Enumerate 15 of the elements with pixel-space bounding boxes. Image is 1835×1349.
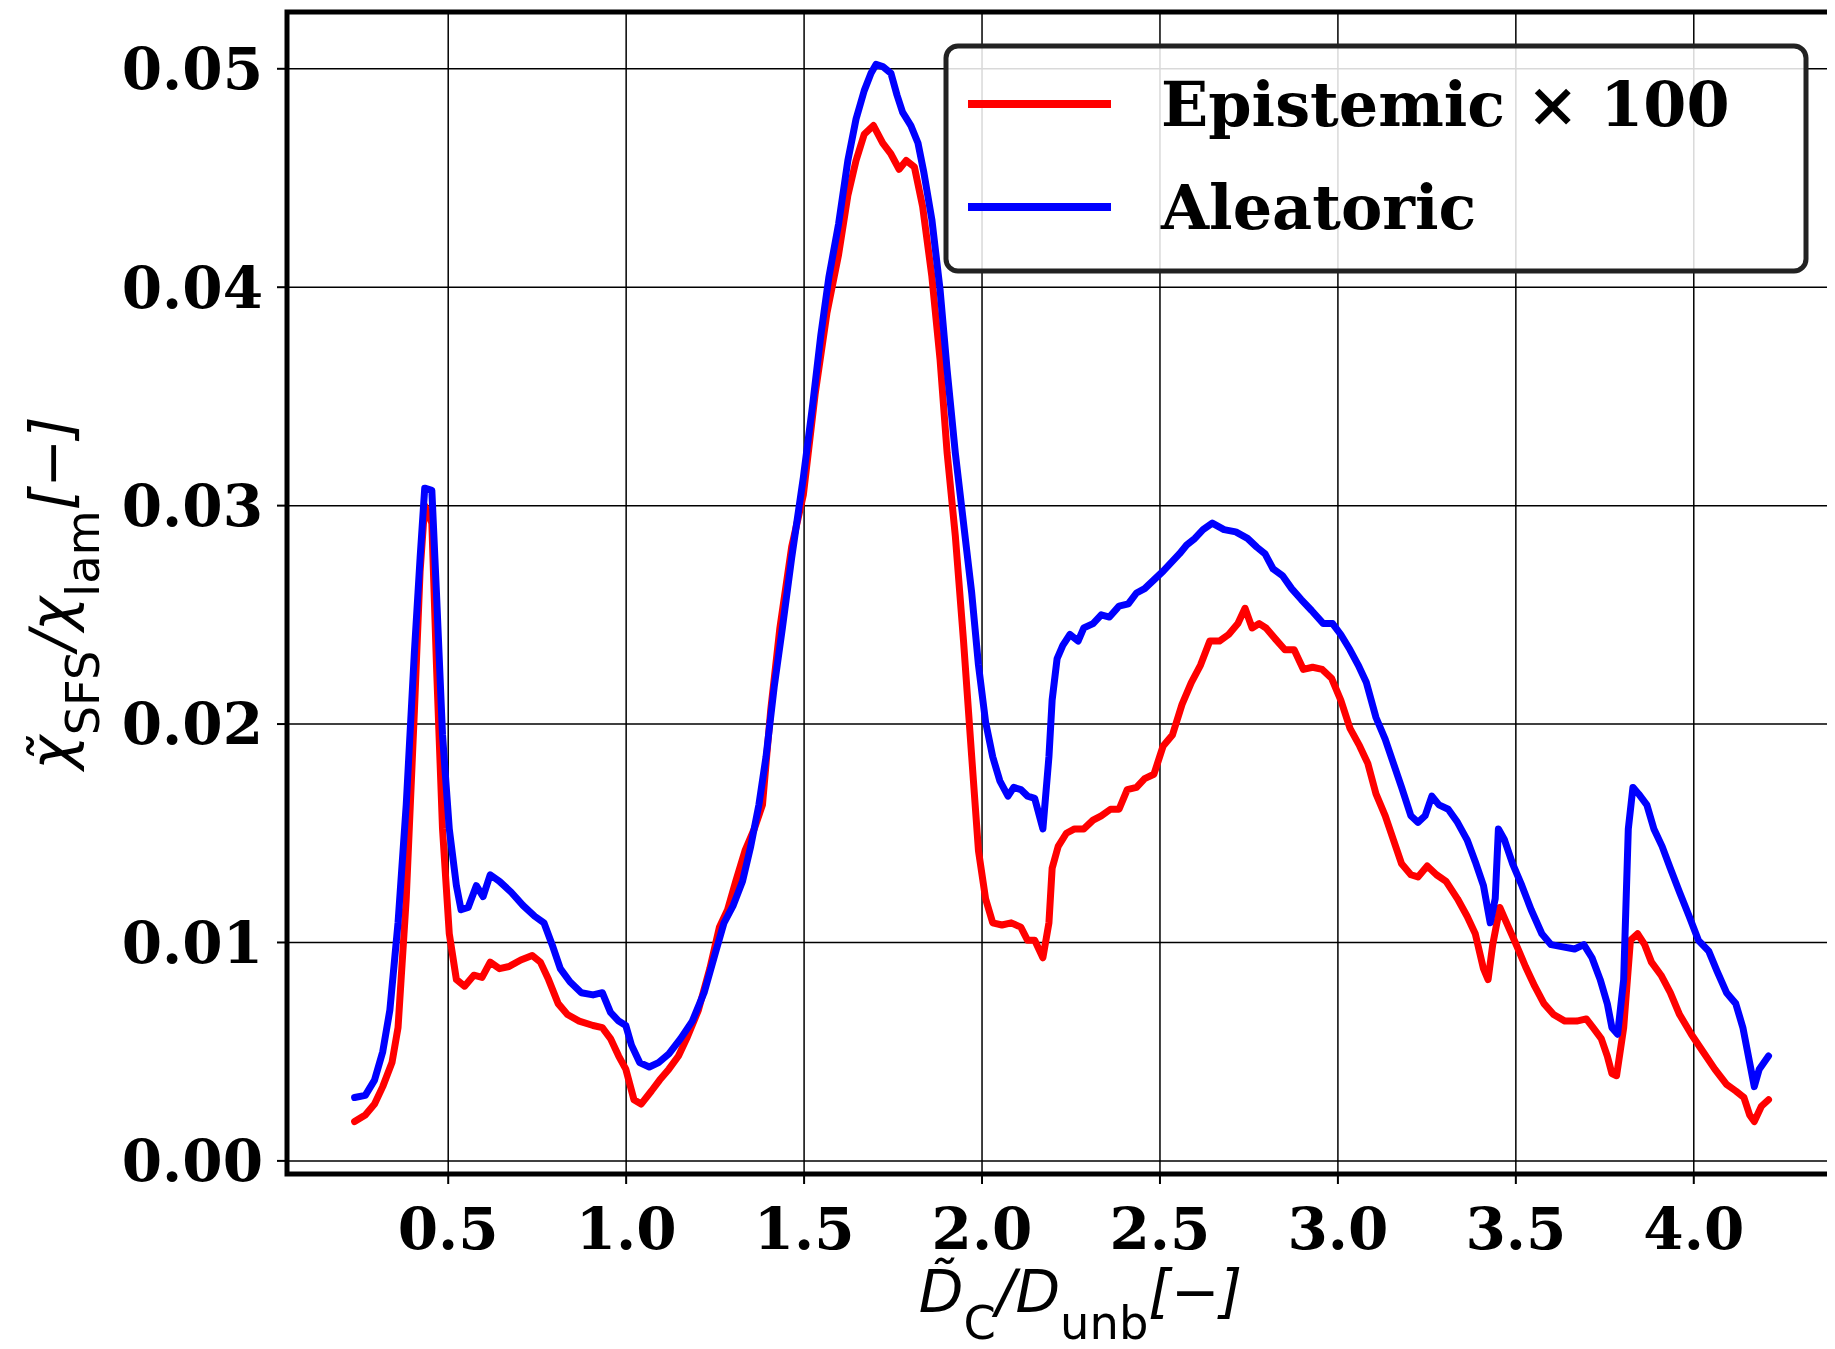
x-tick-label: 1.5 [753,1195,855,1263]
x-tick-label: 1.0 [575,1195,677,1263]
x-tick-label: 3.0 [1287,1195,1389,1263]
y-tick-label: 0.04 [121,253,263,322]
x-tick-label: 4.0 [1643,1195,1745,1263]
x-tick-label: 0.5 [397,1195,499,1263]
legend-label: Aleatoric [1160,170,1477,244]
x-tick-label: 2.5 [1109,1195,1211,1263]
y-tick-label: 0.02 [121,690,263,759]
y-tick-label: 0.01 [121,908,263,977]
y-tick-label: 0.03 [121,471,263,540]
x-tick-label: 3.5 [1465,1195,1567,1263]
y-tick-label: 0.00 [121,1127,263,1196]
y-tick-label: 0.05 [121,35,263,104]
legend-label: Epistemic × 100 [1161,67,1730,141]
